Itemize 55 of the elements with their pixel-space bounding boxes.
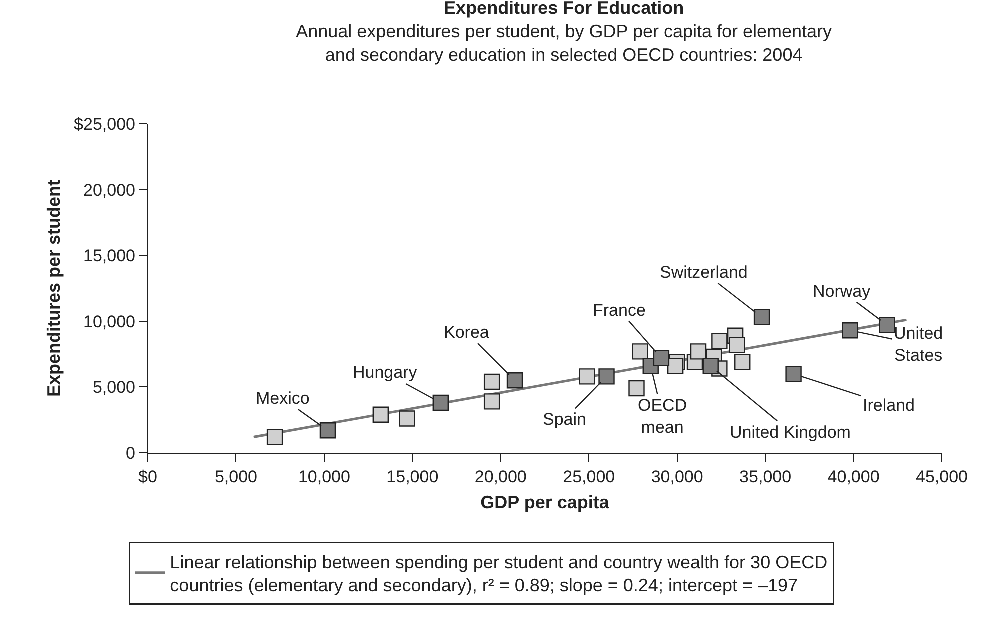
chart-title: Expenditures For Education <box>444 0 684 18</box>
y-axis-title: Expenditures per student <box>44 180 64 398</box>
point <box>598 368 615 385</box>
point <box>786 366 802 382</box>
point <box>579 368 596 385</box>
point <box>484 394 500 410</box>
point <box>653 350 670 366</box>
x-tick-label: 25,000 <box>563 468 616 486</box>
x-tick-label: 45,000 <box>916 468 968 486</box>
annotation: Norway <box>813 282 872 301</box>
x-tick-label: 20,000 <box>474 468 527 486</box>
point <box>628 380 645 397</box>
point <box>266 429 284 446</box>
point <box>734 354 751 370</box>
x-tick-label: 10,000 <box>298 468 350 486</box>
legend-label: Linear relationship between spending per student and country wealth for 30 OECD countries (elementary and secondary), r² = 0.89; slope = 0.24; intercept = –197 <box>170 552 828 596</box>
y-tick-label: 0 <box>126 444 136 463</box>
point <box>690 344 707 360</box>
x-tick-label: 30,000 <box>651 468 704 486</box>
y-tick-label: 15,000 <box>84 246 136 266</box>
point <box>372 406 390 423</box>
x-tick-label: 5,000 <box>214 468 258 486</box>
annotation: Hungary <box>353 363 418 382</box>
annotation: United States <box>894 324 944 366</box>
point <box>320 422 336 439</box>
annotation: Mexico <box>256 389 310 408</box>
x-tick-label: 15,000 <box>386 468 439 486</box>
point <box>879 317 896 334</box>
annotation: Ireland <box>863 396 915 415</box>
point <box>842 322 858 339</box>
point <box>729 336 746 354</box>
point <box>667 358 684 374</box>
point <box>484 374 500 390</box>
point <box>432 394 449 412</box>
annotation: Switzerland <box>660 263 748 282</box>
annotation: Spain <box>543 410 586 429</box>
point <box>399 410 416 427</box>
y-tick-label: 10,000 <box>84 312 136 332</box>
x-axis-title: GDP per capita <box>480 492 610 513</box>
y-tick-label: 20,000 <box>84 180 136 200</box>
y-tick-label: 5,000 <box>92 378 136 398</box>
point <box>632 344 648 360</box>
chart-subtitle: Annual expenditures per student, by GDP per capita for elementary and secondary education in selected OECD countries: 2004 <box>296 21 832 65</box>
x-tick-label: 40,000 <box>828 468 880 486</box>
annotation: Korea <box>444 323 490 342</box>
x-tick-label: 35,000 <box>740 468 792 486</box>
point <box>712 333 728 350</box>
annotation: OECD mean <box>638 396 688 438</box>
point <box>506 372 524 389</box>
x-tick-label: $0 <box>138 468 158 486</box>
point <box>754 309 770 326</box>
y-tick-label: $25,000 <box>74 114 136 134</box>
point <box>702 358 719 374</box>
annotation: France <box>593 301 646 320</box>
annotation: United Kingdom <box>730 423 851 442</box>
